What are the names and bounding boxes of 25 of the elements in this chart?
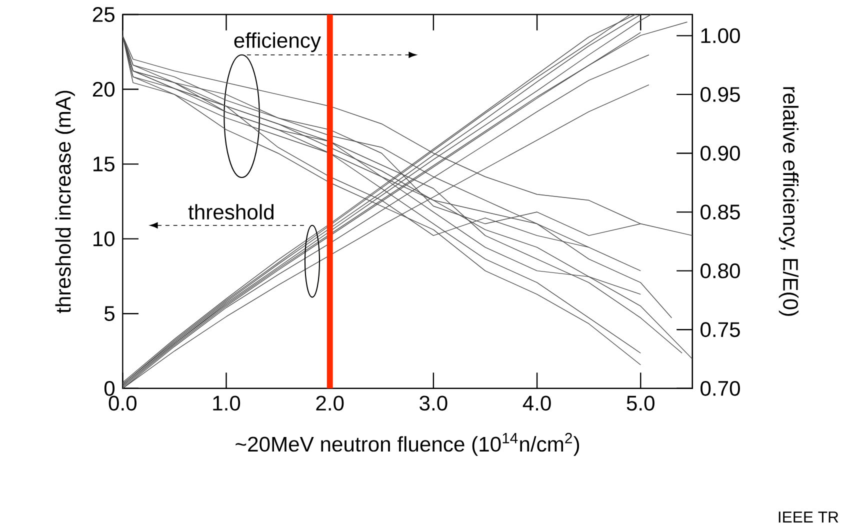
text: IEEE TR bbox=[778, 512, 838, 523]
y2-tick-label: 0.80 bbox=[700, 264, 740, 279]
y2-tick-label: 0.75 bbox=[700, 322, 740, 338]
y2-tick-label: 0.85 bbox=[700, 204, 740, 220]
x-tick-label: 3.0 bbox=[420, 396, 448, 411]
y-axis-title: threshold increase (mA) bbox=[55, 91, 75, 314]
x-tick-label: 4.0 bbox=[522, 396, 551, 411]
x-tick-label: 5.0 bbox=[626, 396, 654, 411]
annotation: threshold bbox=[188, 204, 274, 220]
annotation: efficiency bbox=[234, 32, 321, 52]
x-tick-label: 2.0 bbox=[316, 396, 344, 411]
y-tick-label: 20 bbox=[92, 82, 115, 97]
y2-tick-label: 0.90 bbox=[700, 146, 740, 161]
x-tick-label: 1.0 bbox=[213, 396, 240, 411]
y2-axis-title: relative efficiency, E/E(0) bbox=[778, 87, 799, 316]
x-tick-label: 0.0 bbox=[108, 396, 136, 411]
y-tick-label: 15 bbox=[94, 156, 114, 172]
y-tick-label: 10 bbox=[94, 232, 115, 247]
y-tick-label: 0 bbox=[104, 381, 115, 396]
x-axis-title: ~20MeV neutron fluence (10$^{14}$n/cm$^{2}$) bbox=[236, 433, 580, 456]
y-tick-label: 25 bbox=[92, 7, 114, 22]
y2-tick-label: 0.95 bbox=[700, 87, 740, 102]
y2-tick-label: 1.00 bbox=[701, 28, 740, 44]
y2-tick-label: 0.70 bbox=[700, 381, 740, 396]
y-tick-label: 5 bbox=[104, 306, 114, 322]
